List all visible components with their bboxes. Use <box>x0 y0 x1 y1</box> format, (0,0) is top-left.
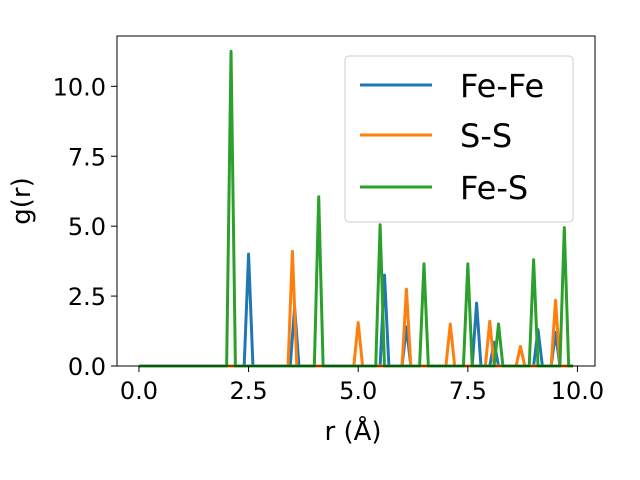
y-axis-ticks: 0.0 2.5 5.0 7.5 10.0 <box>53 73 117 381</box>
y-tick-label: 2.5 <box>68 283 106 311</box>
y-tick-label: 10.0 <box>53 73 106 101</box>
x-tick-label: 5.0 <box>339 377 377 405</box>
x-tick-label: 7.5 <box>449 377 487 405</box>
y-tick-label: 0.0 <box>68 353 106 381</box>
y-tick-label: 5.0 <box>68 213 106 241</box>
legend-box <box>344 55 574 223</box>
y-tick-label: 7.5 <box>68 143 106 171</box>
plot-frame <box>116 35 596 367</box>
x-tick-label: 10.0 <box>551 377 604 405</box>
x-tick-label: 0.0 <box>120 377 158 405</box>
legend-label-fe-fe: Fe-Fe <box>460 67 544 105</box>
legend: Fe-Fe S-S Fe-S <box>344 55 574 223</box>
x-axis-label: r (Å) <box>324 415 381 447</box>
series-line-s-s <box>138 249 574 368</box>
legend-label-s-s: S-S <box>460 117 512 155</box>
y-axis-label: g(r) <box>7 177 37 224</box>
x-axis-ticks: 0.0 2.5 5.0 7.5 10.0 <box>120 366 604 405</box>
x-tick-label: 2.5 <box>229 377 267 405</box>
legend-label-fe-s: Fe-S <box>460 169 528 207</box>
